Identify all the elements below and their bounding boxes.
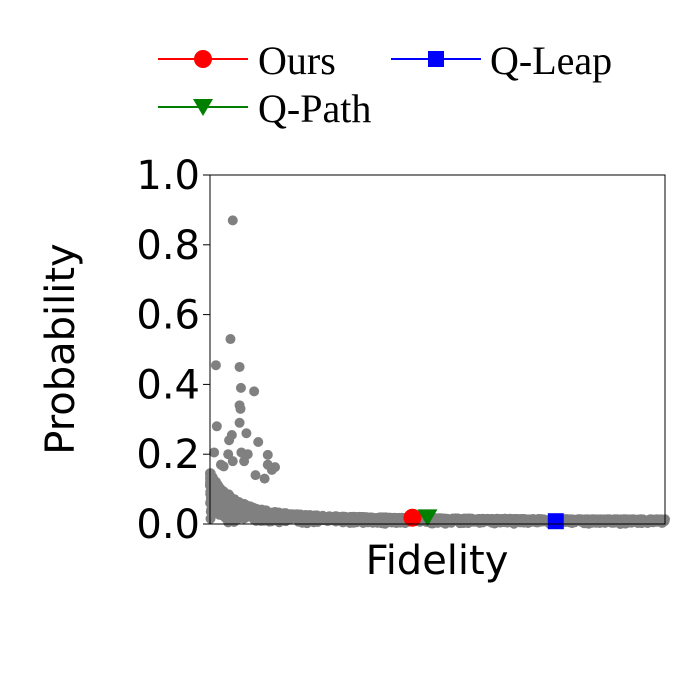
data-point-outlier (235, 382, 246, 393)
data-point-outlier (234, 361, 245, 372)
data-point (240, 502, 251, 513)
background-points (205, 215, 670, 529)
data-point-outlier (241, 428, 252, 439)
x-axis-label: Fidelity (366, 538, 509, 584)
plot-frame (209, 174, 666, 525)
y-tick-label: 0.6 (136, 293, 200, 339)
y-tick-label: 0.2 (136, 432, 200, 478)
legend-entry-q-path: Q-Path (158, 86, 371, 131)
data-point (323, 515, 334, 526)
data-point (276, 509, 287, 520)
data-point (609, 514, 620, 525)
legend-entry-q-leap: Q-Leap (391, 38, 612, 83)
data-point (483, 516, 494, 527)
data-point (530, 517, 541, 528)
legend: Ours Q-Leap Q-Path (158, 38, 612, 131)
marker-q-path (417, 509, 438, 527)
data-point-outlier (224, 435, 235, 446)
data-point-outlier (235, 403, 246, 414)
data-point (297, 511, 308, 522)
y-axis: 0.0 0.2 0.4 0.6 0.8 1.0 (136, 153, 210, 548)
data-point-outlier (227, 456, 238, 467)
data-point (344, 513, 355, 524)
data-point-outlier (239, 456, 250, 467)
y-axis-label: Probability (38, 243, 84, 454)
y-tick-label: 0.0 (136, 502, 200, 548)
data-point (467, 516, 478, 527)
data-point (254, 506, 265, 517)
data-point-outlier (250, 470, 261, 481)
data-point-outlier (259, 473, 270, 484)
data-point (214, 509, 225, 520)
data-point-outlier (209, 447, 220, 458)
data-point-outlier (227, 215, 238, 226)
data-point (383, 513, 394, 524)
data-point-outlier (262, 449, 273, 460)
legend-label-ours: Ours (258, 38, 336, 83)
data-point (582, 514, 593, 525)
y-tick-label: 1.0 (136, 153, 200, 199)
data-point-outlier (253, 436, 264, 447)
data-point-outlier (249, 386, 260, 397)
data-point (216, 491, 227, 502)
data-point (233, 513, 244, 524)
marker-q-leap (547, 513, 564, 530)
data-point (208, 475, 219, 486)
data-point (504, 515, 515, 526)
data-point (265, 510, 276, 521)
data-point (515, 517, 526, 528)
legend-entry-ours: Ours (158, 38, 336, 83)
data-point-outlier (234, 417, 245, 428)
y-tick-label: 0.4 (136, 362, 200, 408)
data-point-outlier (266, 464, 277, 475)
y-tick-label: 0.8 (136, 223, 200, 269)
data-point (392, 513, 403, 524)
data-point (360, 512, 371, 523)
legend-label-q-path: Q-Path (258, 86, 371, 131)
data-point-outlier (218, 461, 229, 472)
marker-ours (403, 508, 422, 527)
plot-area (205, 215, 670, 530)
data-point-outlier (225, 334, 236, 345)
data-point-outlier (210, 360, 221, 371)
data-point (632, 517, 643, 528)
data-point (228, 499, 239, 510)
data-point (648, 516, 659, 527)
data-point (561, 515, 572, 526)
data-point (454, 518, 465, 529)
data-point (331, 514, 342, 525)
legend-label-q-leap: Q-Leap (490, 38, 612, 83)
data-point-outlier (211, 421, 222, 432)
